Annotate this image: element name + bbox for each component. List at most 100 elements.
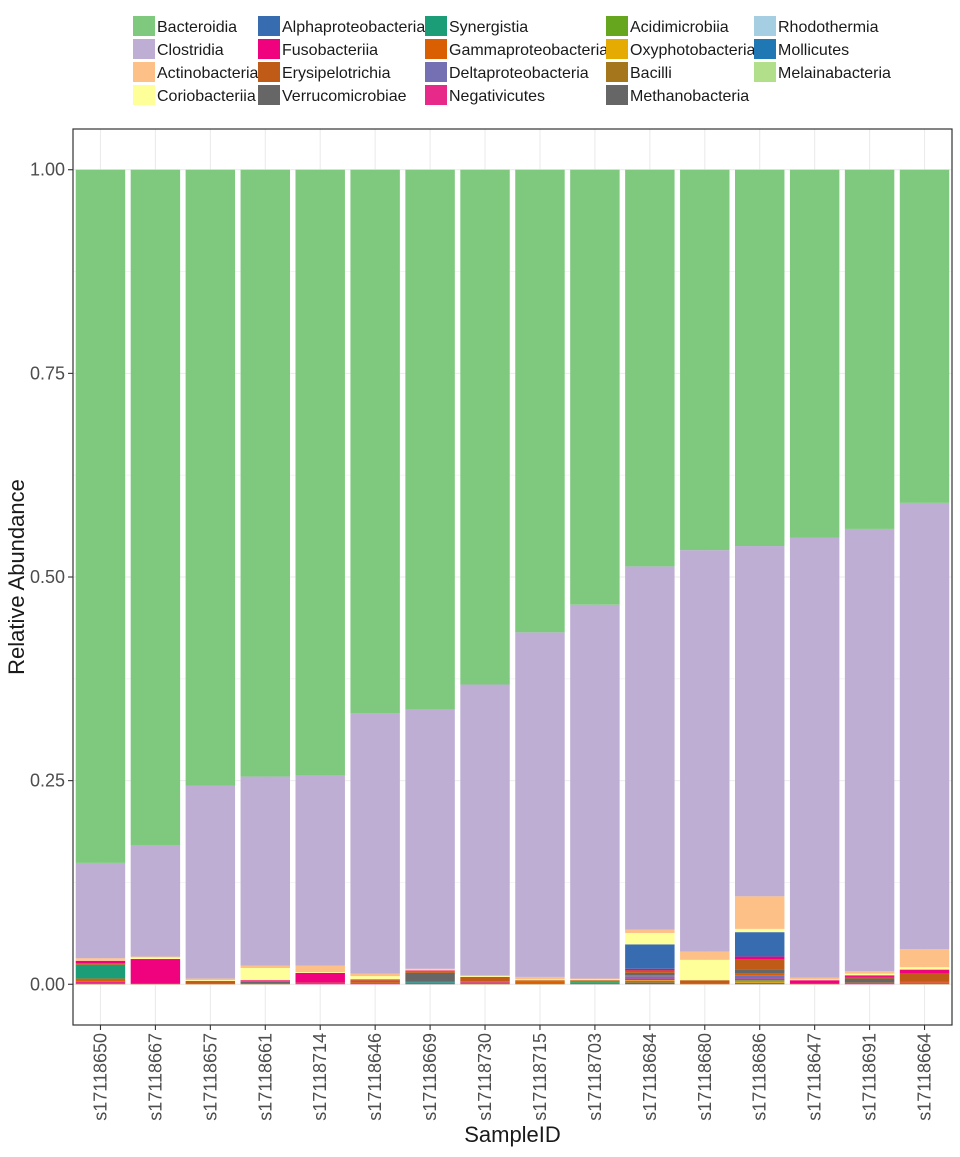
bar-segment-bacteroidia [130, 169, 181, 845]
y-tick-label: 0.25 [30, 771, 65, 791]
bar-segment-gammaproteobacteria [185, 983, 236, 985]
legend-item-erysipelotrichia: Erysipelotrichia [258, 62, 391, 82]
bar-stack-s17118684 [625, 169, 675, 985]
bar-segment-erysipelotrichia [350, 980, 400, 983]
bar-segment-methanobacteria [570, 983, 620, 985]
bar-stack-s17118703 [570, 169, 620, 985]
x-axis: s17118650 s17118667 s17118657 s17118661 s171… [90, 1025, 935, 1121]
legend-swatch [606, 85, 628, 105]
bar-segment-negativicutes [734, 978, 785, 981]
bar-segment-actinobacteria [130, 956, 181, 958]
bar-segment-fusobacteriia [130, 959, 181, 984]
bar-segment-actinobacteria [185, 978, 236, 981]
bar-segment-clostridia [789, 537, 840, 978]
bar-segment-deltaproteobacteria [734, 975, 785, 979]
x-tick-label: s17118703 [585, 1033, 605, 1121]
bar-segment-erysipelotrichia [460, 976, 510, 982]
legend-label: Bacilli [630, 65, 672, 82]
bar-segment-erysipelotrichia [844, 976, 895, 979]
legend-swatch [258, 85, 280, 105]
x-tick-label: s17118661 [255, 1033, 275, 1121]
bar-segment-coriobacteriia [350, 976, 400, 980]
bar-segment-bacilli [899, 983, 950, 985]
bar-segment-actinobacteria [844, 971, 895, 974]
bar-segment-gammaproteobacteria [350, 982, 400, 984]
bar-segment-fusobacteriia [734, 956, 785, 960]
bar-segment-fusobacteriia [240, 980, 291, 982]
bar-segment-verrucomicrobiae [844, 978, 895, 983]
bar-segment-clostridia [295, 775, 345, 966]
bar-segment-verrucomicrobiae [240, 981, 291, 984]
bar-segment-negativicutes [295, 983, 345, 985]
bar-segment-oxyphotobacteria [734, 981, 785, 983]
y-axis-title: Relative Abundance [4, 479, 29, 675]
bar-segment-synergistia [405, 981, 455, 983]
bar-stack-s17118714 [295, 169, 345, 985]
bar-segment-gammaproteobacteria [844, 982, 895, 984]
legend-label: Clostridia [157, 42, 224, 59]
legend-swatch [133, 16, 155, 36]
bar-segment-clostridia [185, 785, 236, 979]
bar-segment-fusobacteriia [350, 979, 400, 981]
legend-label: Mollicutes [778, 42, 849, 59]
legend-swatch [606, 16, 628, 36]
legend-swatch [425, 62, 447, 82]
legend-label: Oxyphotobacteria [630, 42, 756, 59]
bar-segment-gammaproteobacteria [680, 983, 730, 985]
x-tick-label: s17118691 [860, 1033, 880, 1121]
legend-swatch [606, 62, 628, 82]
legend-item-actinobacteria: Actinobacteria [133, 62, 258, 82]
bar-segment-bacteroidia [295, 169, 345, 776]
bar-segment-actinobacteria [899, 949, 950, 968]
legend-label: Coriobacteriia [157, 88, 256, 105]
legend-item-coriobacteriia: Coriobacteriia [133, 85, 256, 105]
legend-label: Rhodothermia [778, 19, 879, 36]
bar-segment-acidimicrobiia [734, 980, 785, 982]
bar-segment-coriobacteriia [680, 959, 730, 981]
bar-segment-actinobacteria [570, 978, 620, 980]
bar-segment-negativicutes [75, 981, 126, 984]
bar-segment-coriobacteriia [789, 979, 840, 981]
bar-segment-erysipelotrichia [240, 981, 291, 982]
bar-segment-bacilli [240, 983, 291, 985]
legend-swatch [258, 39, 280, 59]
bar-segment-bacteroidia [240, 169, 291, 777]
bar-segment-synergistia [570, 981, 620, 983]
legend-item-gammaproteobacteria: Gammaproteobacteria [425, 39, 608, 59]
bar-segment-erysipelotrichia [680, 980, 730, 984]
bar-stack-s17118669 [405, 169, 455, 985]
bar-segment-coriobacteriia [75, 959, 126, 961]
bar-segment-clostridia [515, 632, 565, 977]
bar-stack-s17118667 [130, 169, 181, 985]
legend-label: Actinobacteria [157, 65, 258, 82]
bar-segment-gammaproteobacteria [734, 973, 785, 976]
x-tick-label: s17118686 [750, 1033, 770, 1121]
bar-stack-s17118647 [789, 169, 840, 985]
legend-item-rhodothermia: Rhodothermia [754, 16, 879, 36]
bar-segment-actinobacteria [295, 965, 345, 973]
x-tick-label: s17118667 [145, 1033, 165, 1121]
bar-segment-deltaproteobacteria [405, 982, 455, 984]
bar-segment-deltaproteobacteria [625, 976, 675, 979]
y-tick-label: 1.00 [30, 160, 65, 180]
bar-segment-bacteroidia [515, 169, 565, 633]
bar-segment-fusobacteriia [844, 975, 895, 977]
bar-segment-fusobacteriia [75, 960, 126, 964]
x-tick-label: s17118715 [530, 1033, 550, 1121]
x-tick-label: s17118669 [420, 1033, 440, 1121]
bar-segment-coriobacteriia [185, 980, 236, 982]
bar-segment-clostridia [130, 844, 181, 957]
bar-stack-s17118686 [734, 169, 785, 985]
bar-segment-gammaproteobacteria [899, 981, 950, 983]
legend-item-mollicutes: Mollicutes [754, 39, 849, 59]
legend-swatch [754, 39, 776, 59]
x-tick-label: s17118657 [200, 1033, 220, 1121]
bar-stack-s17118715 [515, 169, 565, 985]
bar-segment-coriobacteriia [899, 967, 950, 970]
bar-segment-coriobacteriia [460, 976, 510, 977]
bar-segment-clostridia [460, 684, 510, 976]
bar-segment-gammaproteobacteria [625, 975, 675, 977]
bar-segment-actinobacteria [515, 976, 565, 980]
bar-segment-actinobacteria [460, 975, 510, 977]
legend-item-negativicutes: Negativicutes [425, 85, 545, 105]
